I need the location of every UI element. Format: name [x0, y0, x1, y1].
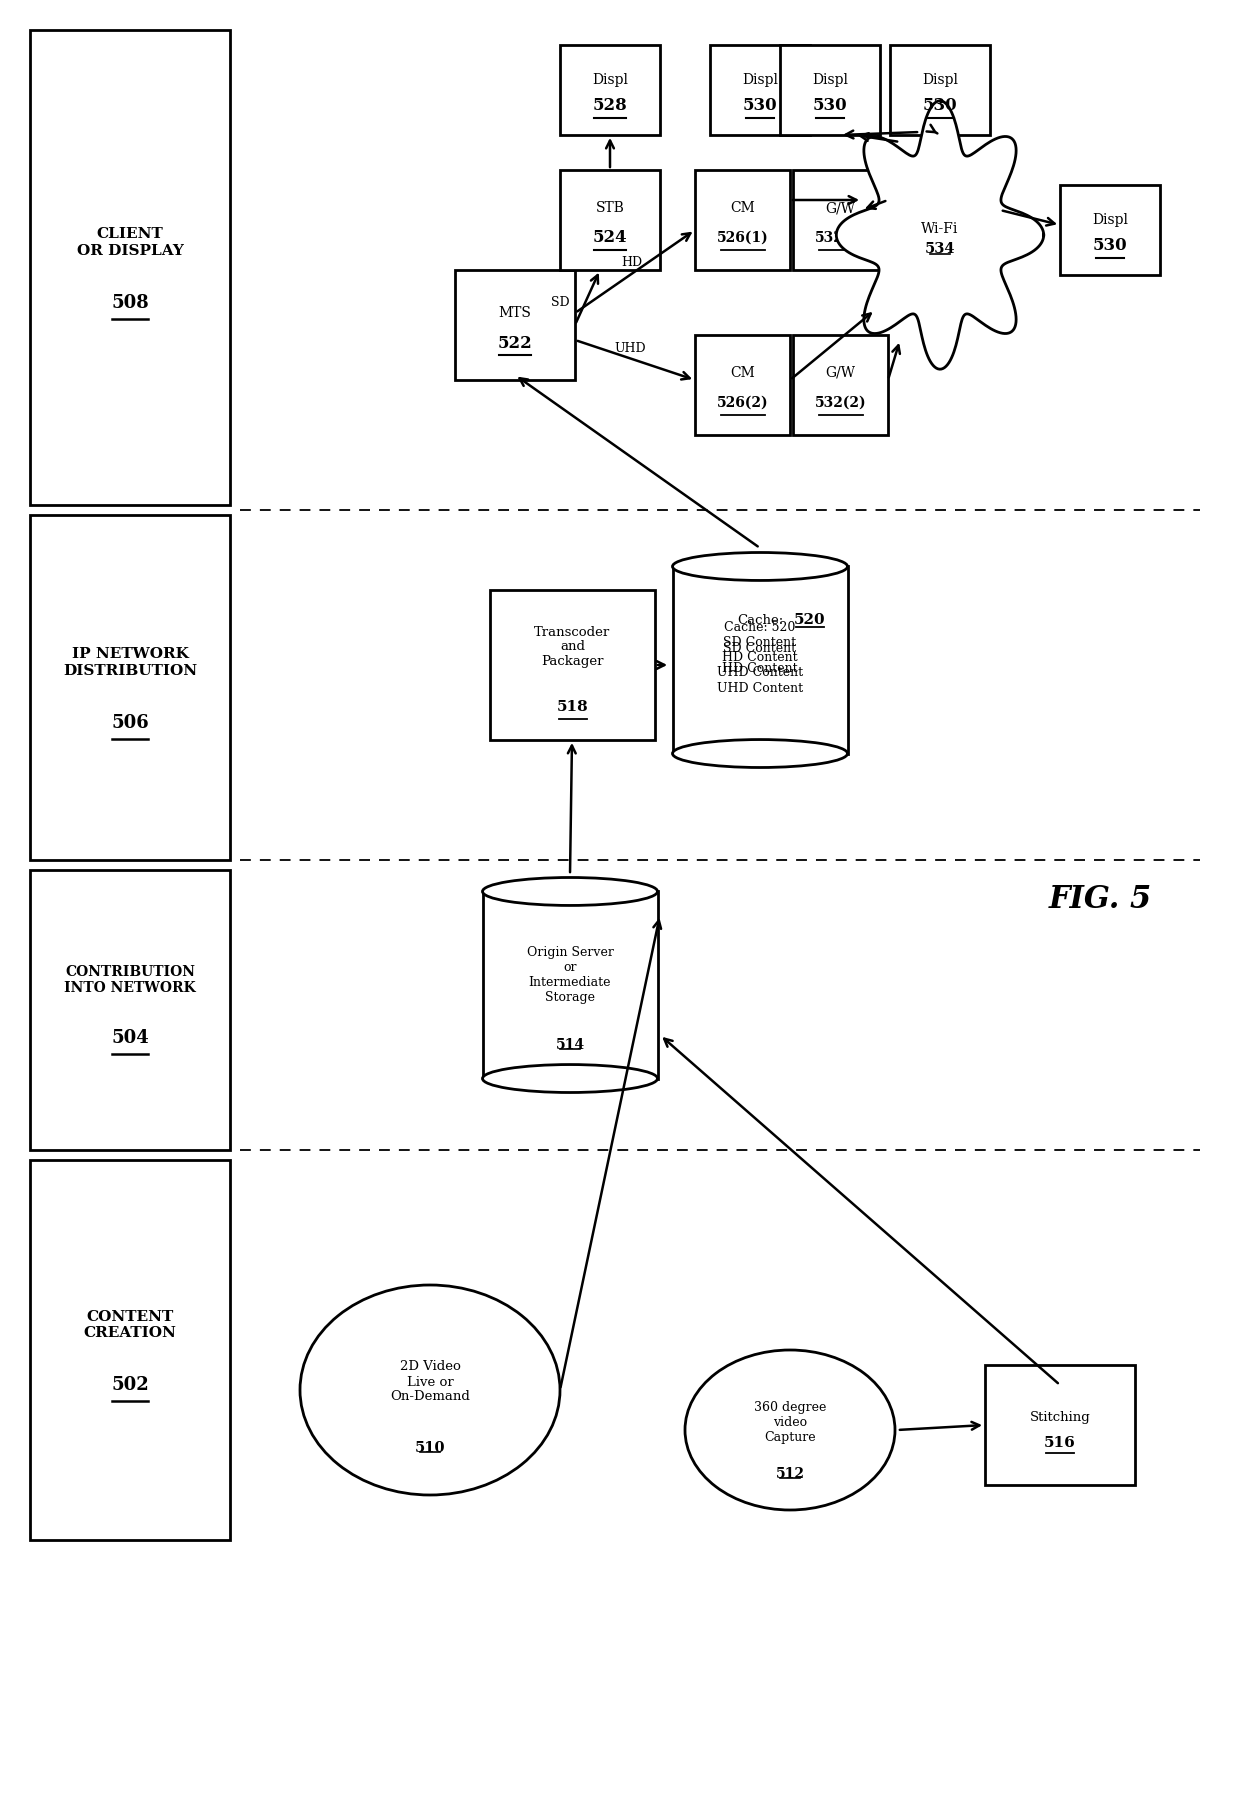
Text: CM: CM [730, 367, 755, 379]
Text: CONTRIBUTION
INTO NETWORK: CONTRIBUTION INTO NETWORK [64, 966, 196, 994]
Bar [30, 1160, 229, 1541]
Text: 510: 510 [414, 1440, 445, 1455]
Text: 528: 528 [593, 97, 627, 115]
Bar [694, 171, 790, 270]
Text: CONTENT
CREATION: CONTENT CREATION [83, 1311, 176, 1340]
Text: HD: HD [621, 257, 642, 270]
Text: Displ: Displ [591, 74, 627, 86]
Bar [30, 870, 229, 1151]
Text: Wi-Fi: Wi-Fi [921, 221, 959, 236]
Text: SD Content: SD Content [723, 642, 796, 654]
Text: IP NETWORK
DISTRIBUTION: IP NETWORK DISTRIBUTION [63, 647, 197, 678]
Text: Origin Server
or
Intermediate
Storage: Origin Server or Intermediate Storage [527, 946, 614, 1003]
Text: G/W: G/W [826, 367, 856, 379]
Text: 530: 530 [923, 97, 957, 115]
Text: 508: 508 [112, 293, 149, 311]
Text: 502: 502 [112, 1375, 149, 1393]
Bar [672, 566, 847, 753]
Text: 518: 518 [557, 699, 588, 714]
Text: HD Content: HD Content [722, 662, 797, 674]
Text: 532(1): 532(1) [815, 230, 867, 245]
Bar [794, 171, 888, 270]
Bar [694, 334, 790, 435]
Text: Cache: 520
SD Content
HD Content
UHD Content: Cache: 520 SD Content HD Content UHD Con… [717, 620, 804, 680]
Bar [890, 45, 990, 135]
Text: 524: 524 [593, 230, 627, 246]
Text: Transcoder
and
Packager: Transcoder and Packager [534, 626, 610, 669]
Ellipse shape [672, 552, 847, 581]
Text: 522: 522 [497, 334, 532, 351]
Text: Displ: Displ [1092, 212, 1128, 227]
Text: 360 degree
video
Capture: 360 degree video Capture [754, 1401, 826, 1444]
Text: 530: 530 [812, 97, 847, 115]
Ellipse shape [684, 1350, 895, 1510]
Ellipse shape [300, 1286, 560, 1494]
Text: SD: SD [552, 297, 570, 309]
Text: UHD: UHD [614, 342, 646, 354]
Bar [560, 171, 660, 270]
Text: G/W: G/W [826, 201, 856, 216]
Text: 514: 514 [556, 1037, 584, 1052]
Bar [560, 45, 660, 135]
Bar [30, 31, 229, 505]
Ellipse shape [482, 1064, 657, 1093]
Text: 534: 534 [925, 243, 955, 255]
Bar [985, 1365, 1135, 1485]
Text: MTS: MTS [498, 306, 532, 320]
Bar [455, 270, 575, 379]
Text: 532(2): 532(2) [815, 396, 867, 410]
Text: 512: 512 [775, 1467, 805, 1482]
Text: UHD Content: UHD Content [717, 681, 804, 694]
Bar [1060, 185, 1159, 275]
Text: 516: 516 [1044, 1437, 1076, 1449]
Text: Displ: Displ [742, 74, 777, 86]
Text: 526(2): 526(2) [717, 396, 769, 410]
Text: 530: 530 [1092, 237, 1127, 255]
Text: 530: 530 [743, 97, 777, 115]
Bar [490, 590, 655, 741]
Bar [711, 45, 810, 135]
Text: Displ: Displ [812, 74, 848, 86]
Polygon shape [836, 101, 1044, 369]
Text: Stitching: Stitching [1029, 1410, 1090, 1424]
Bar [30, 514, 229, 859]
Bar [482, 892, 657, 1079]
Ellipse shape [482, 877, 657, 906]
Text: 506: 506 [112, 714, 149, 732]
Text: 520: 520 [794, 613, 826, 628]
Bar [780, 45, 880, 135]
Text: 526(1): 526(1) [717, 230, 769, 245]
Text: STB: STB [595, 201, 625, 216]
Text: FIG. 5: FIG. 5 [1048, 885, 1152, 915]
Text: Displ: Displ [923, 74, 959, 86]
Text: Cache:: Cache: [737, 613, 784, 626]
Text: 2D Video
Live or
On-Demand: 2D Video Live or On-Demand [391, 1361, 470, 1404]
Ellipse shape [672, 739, 847, 768]
Bar [794, 334, 888, 435]
Text: CM: CM [730, 201, 755, 216]
Text: 504: 504 [112, 1028, 149, 1046]
Text: CLIENT
OR DISPLAY: CLIENT OR DISPLAY [77, 227, 184, 257]
